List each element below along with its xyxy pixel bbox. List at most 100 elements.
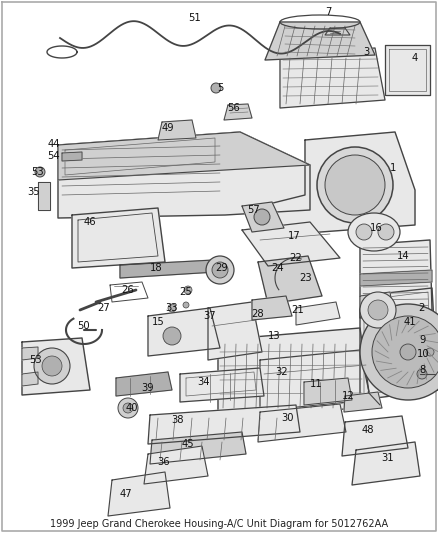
Text: 25: 25 [180, 287, 192, 297]
Polygon shape [158, 120, 196, 140]
Text: 22: 22 [290, 253, 302, 263]
Circle shape [184, 286, 192, 294]
Text: 33: 33 [166, 303, 178, 313]
Text: 21: 21 [292, 305, 304, 315]
Text: 35: 35 [28, 187, 40, 197]
Circle shape [211, 83, 221, 93]
Text: 2: 2 [418, 303, 424, 313]
Text: 1999 Jeep Grand Cherokee Housing-A/C Unit Diagram for 5012762AA: 1999 Jeep Grand Cherokee Housing-A/C Uni… [50, 519, 388, 529]
Text: 36: 36 [158, 457, 170, 467]
Polygon shape [242, 202, 284, 232]
Text: 4: 4 [412, 53, 418, 63]
Polygon shape [325, 28, 350, 35]
Polygon shape [304, 378, 352, 405]
Polygon shape [342, 416, 408, 456]
Text: 27: 27 [98, 303, 110, 313]
Text: 45: 45 [182, 439, 194, 449]
Circle shape [368, 300, 388, 320]
Text: 51: 51 [189, 13, 201, 23]
Text: 1: 1 [390, 163, 396, 173]
Text: 26: 26 [122, 285, 134, 295]
Polygon shape [148, 405, 300, 444]
Text: 7: 7 [325, 7, 331, 17]
Polygon shape [218, 328, 370, 415]
Polygon shape [242, 222, 340, 266]
Text: 12: 12 [342, 391, 354, 401]
Text: 53: 53 [32, 167, 44, 177]
Polygon shape [180, 368, 264, 402]
Polygon shape [344, 392, 382, 412]
Circle shape [317, 147, 393, 223]
Text: 9: 9 [420, 335, 426, 345]
Text: 34: 34 [198, 377, 210, 387]
Text: 37: 37 [204, 311, 216, 321]
Circle shape [42, 356, 62, 376]
Circle shape [168, 304, 176, 312]
Circle shape [34, 348, 70, 384]
Polygon shape [38, 182, 50, 210]
Polygon shape [144, 446, 208, 484]
Circle shape [254, 209, 270, 225]
Text: 57: 57 [247, 205, 260, 215]
Polygon shape [22, 338, 90, 395]
Text: 32: 32 [276, 367, 288, 377]
Text: 31: 31 [381, 453, 394, 463]
Text: 48: 48 [362, 425, 374, 435]
Text: 38: 38 [172, 415, 184, 425]
Text: 14: 14 [397, 251, 410, 261]
Text: 28: 28 [252, 309, 264, 319]
Polygon shape [58, 132, 310, 180]
Polygon shape [62, 152, 82, 161]
Polygon shape [280, 48, 385, 108]
Text: 40: 40 [126, 403, 138, 413]
Text: 3: 3 [363, 47, 369, 57]
Text: 54: 54 [48, 151, 60, 161]
Circle shape [372, 316, 438, 388]
Circle shape [400, 344, 416, 360]
Polygon shape [22, 372, 38, 386]
Polygon shape [120, 260, 216, 278]
Circle shape [183, 302, 189, 308]
Polygon shape [360, 240, 432, 318]
Polygon shape [224, 104, 252, 120]
Polygon shape [116, 372, 172, 396]
Polygon shape [260, 350, 372, 418]
Polygon shape [352, 442, 420, 485]
Text: 11: 11 [310, 379, 322, 389]
Polygon shape [360, 292, 392, 308]
Text: 15: 15 [152, 317, 164, 327]
Circle shape [426, 348, 434, 356]
Text: 49: 49 [162, 123, 174, 133]
Text: 53: 53 [30, 355, 42, 365]
Text: 23: 23 [300, 273, 312, 283]
Polygon shape [265, 22, 375, 60]
Text: 10: 10 [417, 349, 429, 359]
Text: 18: 18 [150, 263, 162, 273]
Circle shape [325, 155, 385, 215]
Circle shape [212, 262, 228, 278]
Circle shape [123, 403, 133, 413]
Polygon shape [208, 302, 262, 360]
Polygon shape [72, 208, 165, 268]
Polygon shape [296, 302, 340, 325]
Circle shape [417, 369, 427, 379]
Polygon shape [252, 296, 292, 320]
Polygon shape [360, 288, 438, 400]
Circle shape [118, 398, 138, 418]
Circle shape [378, 224, 394, 240]
Polygon shape [22, 347, 38, 360]
Polygon shape [385, 45, 430, 95]
Text: 5: 5 [217, 83, 223, 93]
Text: 50: 50 [78, 321, 90, 331]
Circle shape [35, 167, 45, 177]
Text: 44: 44 [48, 139, 60, 149]
Text: 56: 56 [228, 103, 240, 113]
Text: 47: 47 [120, 489, 132, 499]
Text: 29: 29 [215, 263, 228, 273]
Ellipse shape [348, 213, 400, 251]
Circle shape [206, 256, 234, 284]
Polygon shape [108, 472, 170, 516]
Text: 13: 13 [268, 331, 280, 341]
Polygon shape [150, 432, 246, 464]
Text: 46: 46 [84, 217, 96, 227]
